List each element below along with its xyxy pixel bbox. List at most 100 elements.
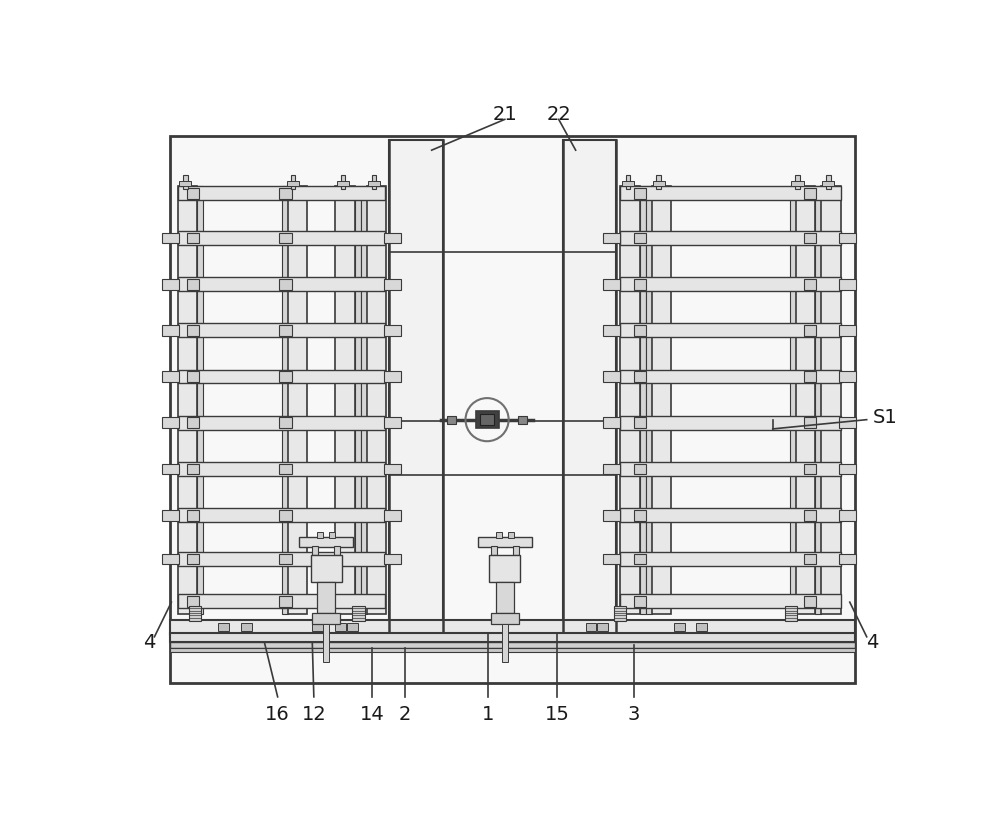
Bar	[178, 416, 385, 430]
Bar	[178, 594, 385, 608]
Bar	[279, 509, 292, 521]
Bar	[187, 417, 199, 428]
Bar	[384, 371, 401, 382]
Bar	[603, 325, 620, 336]
Bar	[620, 416, 841, 430]
Bar	[502, 623, 508, 663]
Bar	[822, 181, 834, 186]
Bar	[508, 532, 514, 538]
Bar	[287, 181, 299, 186]
Bar	[603, 232, 620, 244]
Bar	[804, 464, 816, 474]
Bar	[187, 509, 199, 521]
Bar	[491, 546, 497, 555]
Bar	[187, 464, 199, 474]
Bar	[634, 371, 646, 382]
Bar	[634, 553, 646, 565]
Text: 1: 1	[482, 704, 494, 724]
Bar	[183, 174, 188, 188]
Bar	[323, 623, 329, 663]
Bar	[187, 325, 199, 336]
Bar	[178, 552, 385, 566]
Bar	[597, 623, 608, 631]
Bar	[389, 140, 443, 633]
Bar	[839, 553, 856, 565]
Bar	[162, 325, 179, 336]
Bar	[791, 181, 804, 186]
Bar	[804, 188, 816, 199]
Bar	[279, 417, 292, 428]
Bar	[839, 509, 856, 521]
Bar	[368, 181, 380, 186]
Bar	[696, 623, 707, 631]
Bar	[384, 464, 401, 474]
Bar	[804, 325, 816, 336]
Bar	[162, 417, 179, 428]
Bar	[291, 174, 295, 188]
Bar	[603, 464, 620, 474]
Bar	[179, 181, 191, 186]
Bar	[329, 532, 335, 538]
Bar	[634, 279, 646, 289]
Bar	[626, 174, 630, 188]
Bar	[620, 277, 841, 291]
Bar	[187, 553, 199, 565]
Bar	[162, 232, 179, 244]
Bar	[518, 416, 527, 424]
Bar	[279, 325, 292, 336]
Text: 4: 4	[866, 633, 878, 653]
Bar	[640, 187, 646, 614]
Bar	[804, 371, 816, 382]
Bar	[187, 188, 199, 199]
Bar	[384, 417, 401, 428]
Bar	[279, 279, 292, 289]
Bar	[839, 232, 856, 244]
Bar	[563, 140, 616, 633]
Bar	[335, 187, 355, 614]
Bar	[512, 546, 519, 555]
Bar	[785, 606, 797, 621]
Bar	[162, 509, 179, 521]
Bar	[189, 606, 201, 621]
Bar	[620, 187, 640, 614]
Bar	[826, 174, 831, 188]
Bar	[476, 412, 499, 428]
Text: 14: 14	[360, 704, 385, 724]
Bar	[334, 546, 340, 555]
Bar	[299, 537, 353, 548]
Bar	[352, 606, 365, 621]
Bar	[162, 553, 179, 565]
Bar	[614, 606, 626, 621]
Bar	[804, 596, 816, 607]
Bar	[187, 279, 199, 289]
Bar	[603, 553, 620, 565]
Bar	[656, 174, 661, 188]
Bar	[178, 509, 385, 522]
Bar	[839, 464, 856, 474]
Bar	[170, 620, 855, 634]
Bar	[187, 371, 199, 382]
Bar	[317, 532, 323, 538]
Bar	[312, 623, 323, 631]
Bar	[311, 555, 342, 582]
Bar	[170, 642, 855, 649]
Bar	[170, 633, 855, 642]
Bar	[491, 613, 519, 623]
Bar	[620, 462, 841, 476]
Bar	[795, 174, 800, 188]
Bar	[496, 582, 514, 613]
Bar	[796, 187, 815, 614]
Bar	[178, 462, 385, 476]
Bar	[839, 325, 856, 336]
Text: 12: 12	[301, 704, 326, 724]
Bar	[337, 181, 349, 186]
Bar	[620, 187, 841, 200]
Bar	[804, 417, 816, 428]
Bar	[241, 623, 252, 631]
Bar	[279, 464, 292, 474]
Bar	[197, 187, 203, 614]
Bar	[815, 187, 821, 614]
Bar	[839, 279, 856, 289]
Bar	[162, 279, 179, 289]
Bar	[620, 594, 841, 608]
